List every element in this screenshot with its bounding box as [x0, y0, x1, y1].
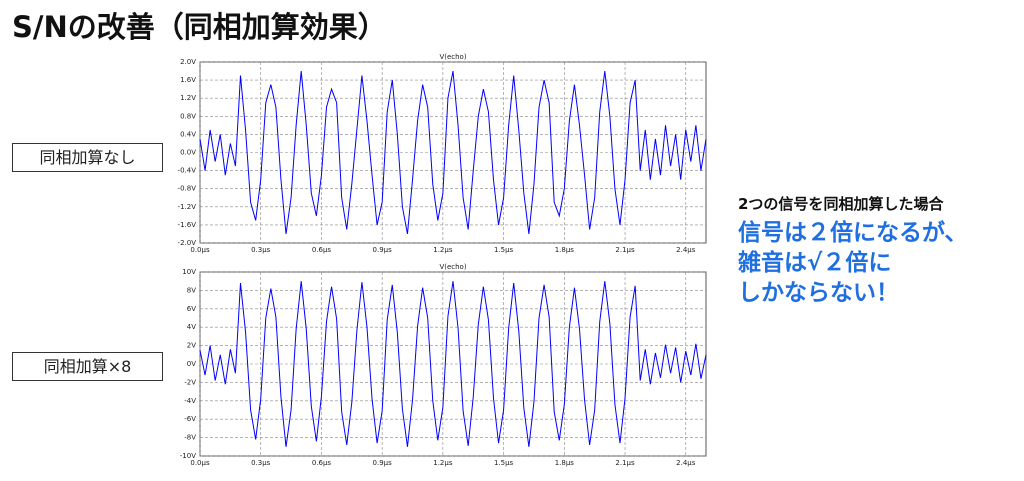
y-tick-label: 0.4V — [180, 130, 196, 138]
note-line: 雑音は√２倍に — [738, 250, 892, 276]
y-tick-label: -1.6V — [178, 221, 197, 229]
y-tick-label: -1.2V — [178, 203, 197, 211]
side-label: 同相加算なし — [12, 143, 163, 172]
x-tick-label: 2.1µs — [615, 459, 635, 467]
y-tick-label: -0.4V — [178, 167, 197, 175]
chart-title: V(echo) — [439, 263, 466, 271]
y-tick-label: 0V — [187, 360, 196, 368]
note-line: 信号は２倍になるが、 — [738, 220, 968, 246]
x-tick-label: 0.6µs — [312, 459, 332, 467]
x-tick-label: 1.2µs — [433, 459, 453, 467]
waveform — [199, 281, 707, 447]
y-tick-label: 8V — [187, 286, 196, 294]
x-tick-label: 0.0µs — [190, 246, 210, 254]
note: 2つの信号を同相加算した場合 信号は２倍になるが、 雑音は√２倍に しかならない… — [738, 193, 968, 308]
y-tick-label: -2.0V — [178, 239, 197, 247]
x-tick-label: 1.5µs — [494, 246, 514, 254]
x-tick-label: 0.0µs — [190, 459, 210, 467]
x-tick-label: 0.3µs — [251, 246, 271, 254]
y-tick-label: 6V — [187, 305, 196, 313]
slide-title: S/Nの改善（同相加算効果） — [12, 10, 387, 44]
y-tick-label: 0.0V — [180, 149, 196, 157]
x-tick-label: 1.5µs — [494, 459, 514, 467]
y-tick-label: -0.8V — [178, 185, 197, 193]
y-tick-label: 10V — [182, 268, 196, 276]
x-tick-label: 1.8µs — [555, 459, 575, 467]
x-tick-label: 0.9µs — [373, 459, 393, 467]
y-tick-label: -2V — [184, 378, 196, 386]
y-tick-label: -8V — [184, 434, 196, 442]
x-tick-label: 1.8µs — [555, 246, 575, 254]
y-tick-label: -4V — [184, 397, 196, 405]
x-tick-label: 2.4µs — [676, 246, 696, 254]
y-tick-label: 2V — [187, 342, 196, 350]
x-tick-label: 1.2µs — [433, 246, 453, 254]
x-tick-label: 0.6µs — [312, 246, 332, 254]
x-tick-label: 0.9µs — [373, 246, 393, 254]
y-tick-label: 1.6V — [180, 76, 196, 84]
y-tick-label: 1.2V — [180, 94, 196, 102]
x-tick-label: 2.1µs — [615, 246, 635, 254]
note-line: しかならない！ — [738, 280, 899, 306]
side-label: 同相加算×8 — [12, 352, 163, 381]
y-tick-label: -6V — [184, 415, 196, 423]
y-tick-label: 4V — [187, 323, 196, 331]
y-tick-label: 2.0V — [180, 58, 196, 66]
x-tick-label: 2.4µs — [676, 459, 696, 467]
chart-title: V(echo) — [439, 53, 466, 61]
waveform — [199, 70, 707, 235]
y-tick-label: 0.8V — [180, 112, 196, 120]
note-heading: 2つの信号を同相加算した場合 — [738, 195, 944, 213]
x-tick-label: 0.3µs — [251, 459, 271, 467]
y-tick-label: -10V — [180, 452, 196, 460]
